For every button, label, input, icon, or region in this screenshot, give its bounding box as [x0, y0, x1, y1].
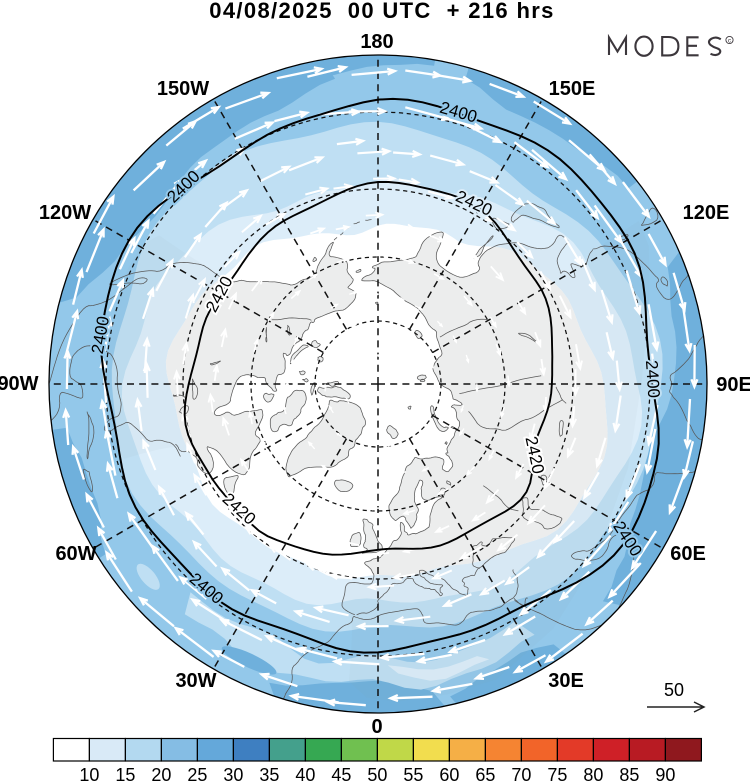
svg-text:30E: 30E: [548, 670, 584, 692]
svg-text:04/08/2025 00 UTC + 216 hrs: 04/08/2025 00 UTC + 216 hrs: [209, 0, 555, 23]
svg-text:55: 55: [403, 765, 423, 782]
svg-text:180: 180: [360, 31, 393, 53]
svg-text:120E: 120E: [683, 202, 730, 224]
svg-text:90E: 90E: [716, 374, 750, 396]
svg-text:15: 15: [115, 765, 135, 782]
svg-text:75: 75: [547, 765, 567, 782]
svg-text:20: 20: [151, 765, 171, 782]
svg-text:10: 10: [79, 765, 99, 782]
svg-text:90W: 90W: [0, 373, 39, 395]
svg-text:60: 60: [439, 765, 459, 782]
svg-text:30W: 30W: [175, 670, 216, 692]
svg-text:65: 65: [475, 765, 495, 782]
svg-text:90: 90: [655, 765, 675, 782]
svg-text:40: 40: [295, 765, 315, 782]
svg-text:150W: 150W: [157, 78, 209, 100]
svg-text:70: 70: [511, 765, 531, 782]
svg-text:50: 50: [367, 765, 387, 782]
svg-text:30: 30: [223, 765, 243, 782]
svg-text:120W: 120W: [39, 202, 91, 224]
svg-text:35: 35: [259, 765, 279, 782]
svg-text:50: 50: [664, 680, 684, 700]
svg-text:c: c: [728, 37, 732, 44]
svg-text:80: 80: [583, 765, 603, 782]
svg-text:25: 25: [187, 765, 207, 782]
svg-text:150E: 150E: [549, 78, 596, 100]
svg-text:85: 85: [619, 765, 639, 782]
svg-text:0: 0: [371, 716, 382, 738]
svg-text:45: 45: [331, 765, 351, 782]
svg-text:60E: 60E: [670, 543, 706, 565]
svg-text:2400: 2400: [642, 360, 664, 399]
svg-text:60W: 60W: [55, 543, 96, 565]
